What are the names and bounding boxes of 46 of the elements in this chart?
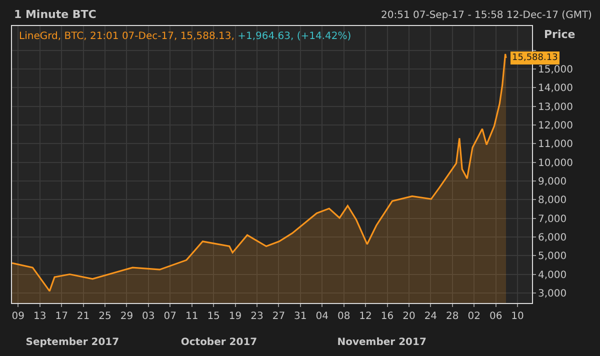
y-tick-label: 6,000 xyxy=(538,232,567,244)
y-tick-label: 7,000 xyxy=(538,214,567,225)
y-axis-title: Price xyxy=(544,28,576,41)
x-tick-label: 20 xyxy=(402,311,416,322)
x-tick-label: 09 xyxy=(12,311,25,322)
x-tick-label: 08 xyxy=(337,311,350,322)
y-tick-label: 11,000 xyxy=(538,139,573,150)
x-tick-label: 17 xyxy=(55,311,68,322)
x-tick-label: 29 xyxy=(120,311,134,322)
annotation: +1,964.63, (+14.42%) xyxy=(238,31,352,42)
y-tick-label: 5,000 xyxy=(538,251,567,262)
x-tick-label: 19 xyxy=(228,311,242,322)
y-tick-label: 13,000 xyxy=(538,102,573,113)
y-tick-label: 14,000 xyxy=(538,83,573,94)
x2-tick-label: September 2017 xyxy=(26,337,120,348)
x-tick-label: 27 xyxy=(272,311,286,322)
x-tick-label: 31 xyxy=(294,311,307,322)
x-tick-label: 16 xyxy=(380,311,394,322)
x-tick-label: 28 xyxy=(446,311,459,322)
annotation: 15,588.13 xyxy=(512,53,558,63)
y-tick-label: 12,000 xyxy=(538,120,573,132)
y-tick-label: 9,000 xyxy=(538,176,567,188)
x-tick-label: 10 xyxy=(511,311,524,322)
x-tick-label: 04 xyxy=(316,311,328,322)
chart-title: 1 Minute BTC xyxy=(14,8,96,21)
x-tick-label: 12 xyxy=(359,311,372,322)
x-tick-label: 06 xyxy=(489,311,502,322)
y-tick-label: 4,000 xyxy=(538,270,567,281)
y-tick-label: 15,000 xyxy=(538,64,573,76)
x-tick-label: 25 xyxy=(98,311,112,322)
x-tick-label: 15 xyxy=(207,311,220,322)
x-tick-label: 23 xyxy=(250,311,264,322)
y-tick-label: 3,000 xyxy=(538,288,567,300)
x2-tick-label: November 2017 xyxy=(337,337,426,348)
annotation: LineGrd, BTC, 21:01 07-Dec-17, 15,588.13, xyxy=(19,31,234,42)
x-tick-label: 21 xyxy=(76,311,90,322)
x-tick-label: 02 xyxy=(468,311,480,322)
x2-tick-label: October 2017 xyxy=(180,337,258,348)
x-tick-label: 07 xyxy=(164,311,176,322)
x-tick-label: 24 xyxy=(424,311,438,322)
x-tick-label: 11 xyxy=(185,311,198,322)
y-tick-label: 10,000 xyxy=(538,158,573,169)
y-tick-label: 8,000 xyxy=(538,195,567,206)
chart-subtitle: 20:51 07-Sep-17 - 15:58 12-Dec-17 (GMT) xyxy=(381,10,592,21)
x-tick-label: 03 xyxy=(142,311,155,322)
x-tick-label: 13 xyxy=(33,311,46,322)
